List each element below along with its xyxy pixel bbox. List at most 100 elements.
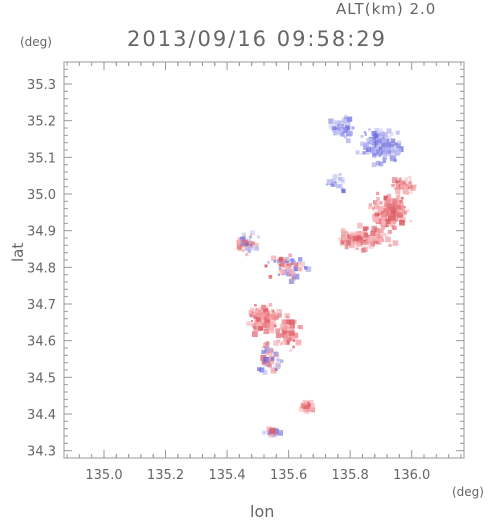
data-point bbox=[282, 261, 285, 265]
data-point bbox=[375, 139, 379, 144]
data-point bbox=[257, 235, 260, 239]
data-point bbox=[377, 215, 383, 221]
data-point bbox=[304, 266, 308, 270]
data-point bbox=[253, 323, 257, 327]
data-point bbox=[247, 239, 252, 243]
data-point bbox=[338, 177, 342, 181]
data-point bbox=[300, 402, 307, 409]
data-point bbox=[396, 204, 401, 210]
data-point bbox=[280, 343, 283, 346]
data-point bbox=[251, 331, 258, 337]
data-point bbox=[240, 241, 246, 247]
data-point bbox=[380, 146, 385, 151]
data-point bbox=[365, 150, 370, 155]
data-point bbox=[258, 314, 262, 318]
data-point bbox=[299, 261, 306, 267]
data-point bbox=[387, 135, 392, 141]
data-point bbox=[344, 114, 348, 119]
data-point bbox=[262, 322, 268, 328]
data-point bbox=[332, 174, 337, 179]
data-point bbox=[381, 238, 385, 242]
data-point bbox=[404, 177, 409, 182]
data-point bbox=[363, 131, 367, 134]
data-point bbox=[407, 191, 410, 194]
data-point bbox=[341, 179, 344, 182]
data-point bbox=[246, 321, 251, 326]
data-point bbox=[290, 326, 294, 329]
data-point bbox=[288, 332, 293, 337]
data-point bbox=[249, 314, 252, 317]
x-tick-label: 135.4 bbox=[208, 468, 245, 483]
data-point bbox=[263, 342, 269, 348]
data-point bbox=[395, 130, 400, 135]
data-point bbox=[402, 211, 407, 216]
data-point bbox=[389, 220, 393, 224]
data-point bbox=[382, 154, 388, 160]
data-point bbox=[377, 212, 381, 216]
data-point bbox=[396, 184, 401, 189]
data-point bbox=[288, 253, 292, 258]
data-point bbox=[346, 116, 353, 122]
data-point bbox=[255, 309, 259, 313]
data-point bbox=[374, 212, 379, 217]
data-point bbox=[251, 241, 255, 246]
data-point bbox=[392, 225, 397, 231]
data-point bbox=[291, 276, 296, 281]
data-point bbox=[338, 172, 342, 176]
data-point bbox=[370, 241, 375, 247]
data-point bbox=[289, 349, 293, 352]
data-point bbox=[272, 362, 275, 365]
data-point bbox=[390, 155, 396, 162]
data-point bbox=[251, 320, 253, 322]
data-point bbox=[259, 367, 265, 373]
data-point bbox=[387, 229, 392, 234]
data-point bbox=[382, 232, 386, 237]
data-point bbox=[392, 198, 399, 205]
data-point bbox=[356, 235, 363, 241]
data-point bbox=[289, 269, 295, 275]
data-point bbox=[280, 333, 285, 338]
data-point bbox=[261, 322, 265, 326]
data-point bbox=[383, 138, 389, 144]
data-point bbox=[385, 236, 391, 243]
data-point bbox=[288, 278, 295, 284]
data-point bbox=[263, 308, 269, 313]
data-point bbox=[376, 191, 380, 195]
data-point bbox=[248, 310, 254, 315]
data-point bbox=[393, 207, 396, 210]
data-point bbox=[325, 183, 328, 186]
data-points bbox=[236, 114, 417, 438]
data-point bbox=[399, 216, 406, 223]
data-point bbox=[391, 222, 397, 228]
data-point bbox=[242, 236, 246, 240]
data-point bbox=[272, 366, 275, 368]
data-point bbox=[360, 153, 363, 156]
data-point bbox=[250, 307, 254, 312]
data-point bbox=[285, 324, 288, 327]
data-point bbox=[408, 181, 412, 184]
data-point bbox=[400, 180, 405, 186]
data-point bbox=[266, 322, 271, 327]
data-point bbox=[385, 209, 392, 216]
data-point bbox=[280, 323, 287, 330]
data-point bbox=[395, 180, 399, 184]
data-point bbox=[376, 144, 381, 150]
data-point bbox=[337, 122, 340, 126]
y-tick-label: 34.4 bbox=[27, 408, 56, 423]
data-point bbox=[306, 410, 310, 414]
data-point bbox=[241, 249, 245, 253]
data-point bbox=[389, 203, 396, 210]
data-point bbox=[310, 405, 315, 411]
data-point bbox=[389, 132, 394, 136]
data-point bbox=[290, 333, 295, 337]
data-point bbox=[391, 201, 397, 206]
data-point bbox=[237, 237, 240, 240]
data-point bbox=[348, 242, 355, 249]
data-point bbox=[259, 317, 263, 320]
data-point bbox=[335, 127, 338, 130]
data-point bbox=[282, 319, 287, 324]
data-point bbox=[357, 222, 363, 229]
data-point bbox=[266, 260, 271, 265]
data-point bbox=[278, 263, 281, 267]
data-point bbox=[335, 122, 339, 125]
